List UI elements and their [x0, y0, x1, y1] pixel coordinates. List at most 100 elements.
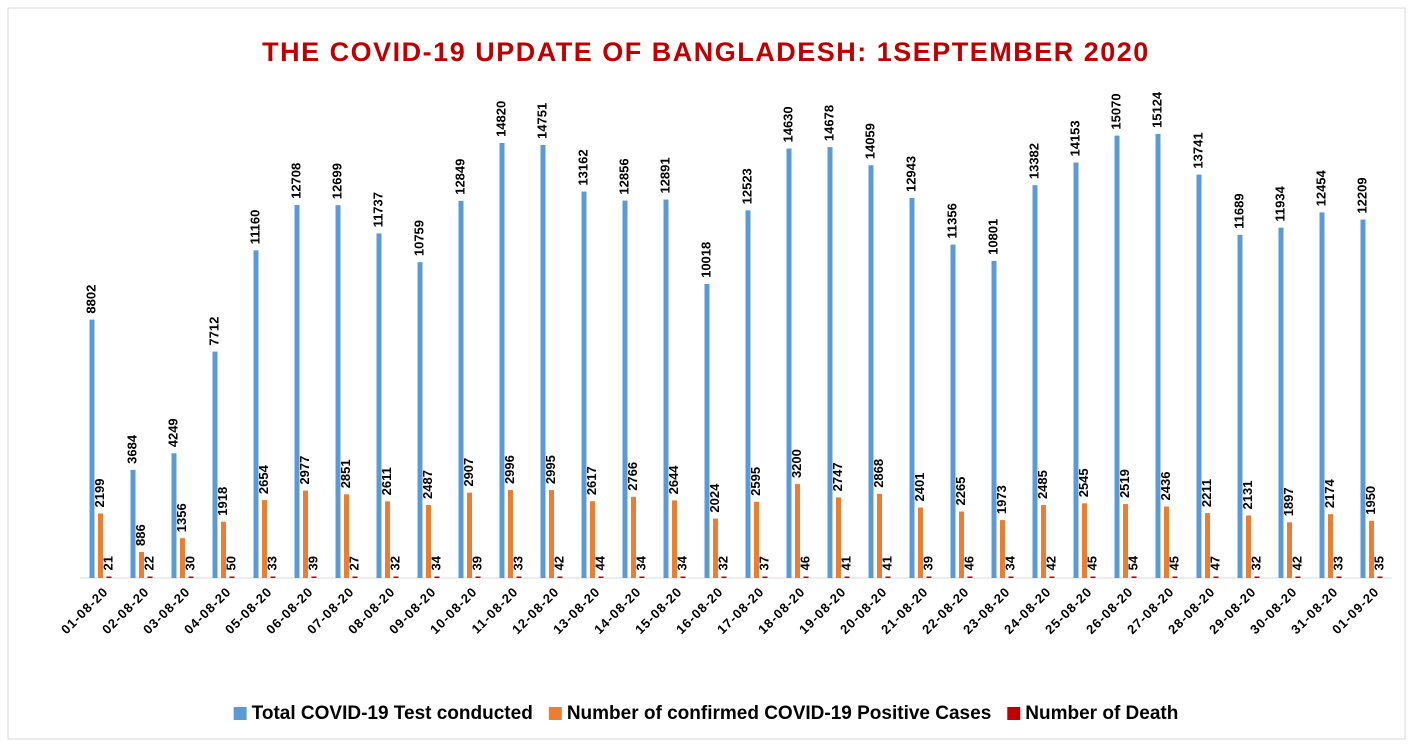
bar: [1082, 503, 1087, 578]
bar: [417, 262, 423, 578]
data-label: 41: [879, 556, 894, 570]
legend-swatch: [1007, 707, 1021, 720]
bar: [458, 200, 464, 578]
data-label: 14059: [862, 123, 877, 159]
data-label: 41: [838, 556, 853, 570]
data-label: 27: [346, 556, 361, 570]
data-label: 47: [1207, 556, 1222, 570]
bar: [253, 250, 259, 579]
data-label: 39: [469, 556, 484, 570]
legend-label: Number of Death: [1025, 703, 1178, 724]
data-label: 2595: [748, 467, 763, 496]
bar: [1123, 504, 1128, 578]
bar: [967, 576, 973, 578]
bar: [1213, 576, 1219, 578]
bar: [745, 210, 751, 578]
data-label: 33: [510, 556, 525, 570]
legend-swatch: [548, 707, 562, 720]
data-label: 2401: [912, 473, 927, 502]
bar: [311, 576, 317, 578]
bar: [147, 576, 153, 578]
data-label: 15070: [1108, 93, 1123, 129]
bar: [212, 351, 218, 578]
data-label: 46: [961, 556, 976, 570]
data-label: 2436: [1158, 472, 1173, 501]
data-label: 11934: [1272, 185, 1287, 221]
data-label: 14153: [1067, 120, 1082, 156]
data-label: 11356: [944, 203, 959, 238]
bar: [508, 490, 513, 578]
bar: [844, 576, 850, 578]
data-label: 4249: [165, 418, 180, 447]
bar: [1278, 227, 1284, 578]
bar: [294, 204, 300, 579]
bar: [868, 165, 874, 578]
bar: [221, 521, 226, 578]
data-label: 1918: [215, 487, 230, 516]
data-label: 42: [1289, 556, 1304, 570]
chart-title: THE COVID-19 UPDATE OF BANGLADESH: 1SEPT…: [262, 37, 1150, 67]
bar: [98, 513, 103, 578]
bar: [622, 200, 628, 578]
data-label: 30: [182, 556, 197, 570]
bar: [344, 494, 349, 578]
bar: [1090, 576, 1096, 578]
data-label: 2644: [666, 465, 681, 495]
data-label: 12454: [1313, 169, 1328, 206]
bar: [434, 576, 440, 578]
bar: [1319, 212, 1325, 578]
data-label: 2485: [1035, 470, 1050, 499]
bar: [950, 244, 956, 579]
bar: [352, 576, 358, 578]
data-label: 2995: [543, 455, 558, 484]
bar: [1295, 576, 1301, 578]
bar: [827, 147, 833, 578]
data-label: 32: [715, 556, 730, 570]
data-label: 50: [223, 556, 238, 570]
bar: [877, 493, 882, 578]
bar: [713, 518, 718, 578]
data-label: 7712: [206, 317, 221, 346]
data-label: 42: [551, 556, 566, 570]
bar: [1008, 576, 1014, 578]
data-label: 12849: [452, 159, 467, 195]
data-label: 42: [1043, 556, 1058, 570]
data-label: 15124: [1149, 91, 1164, 128]
data-label: 12891: [657, 157, 672, 193]
bar: [909, 198, 915, 578]
bar: [991, 260, 997, 578]
bar: [762, 576, 768, 578]
data-label: 8802: [83, 285, 98, 314]
data-label: 32: [387, 556, 402, 570]
data-label: 10018: [698, 242, 713, 278]
bar: [475, 576, 481, 578]
data-label: 34: [428, 555, 443, 570]
data-label: 2977: [297, 456, 312, 485]
bar: [918, 507, 923, 578]
data-label: 2174: [1322, 478, 1337, 508]
data-label: 44: [592, 555, 607, 570]
bar: [803, 576, 809, 578]
bar: [721, 576, 727, 578]
bar: [704, 283, 710, 578]
bar: [1287, 522, 1292, 578]
bar: [130, 469, 136, 578]
bar: [1205, 513, 1210, 578]
data-label: 33: [264, 556, 279, 570]
bar: [1000, 520, 1005, 578]
data-label: 22: [141, 556, 156, 570]
bar: [926, 576, 932, 578]
data-label: 3200: [789, 449, 804, 478]
data-label: 13382: [1026, 143, 1041, 179]
bar: [1237, 234, 1243, 578]
bar: [672, 500, 677, 578]
data-label: 12708: [288, 163, 303, 199]
data-label: 34: [1002, 555, 1017, 570]
bar: [598, 576, 604, 578]
data-label: 2024: [707, 483, 722, 513]
bar: [754, 501, 759, 578]
data-label: 2907: [461, 458, 476, 487]
data-label: 12699: [329, 163, 344, 199]
bar: [1049, 576, 1055, 578]
